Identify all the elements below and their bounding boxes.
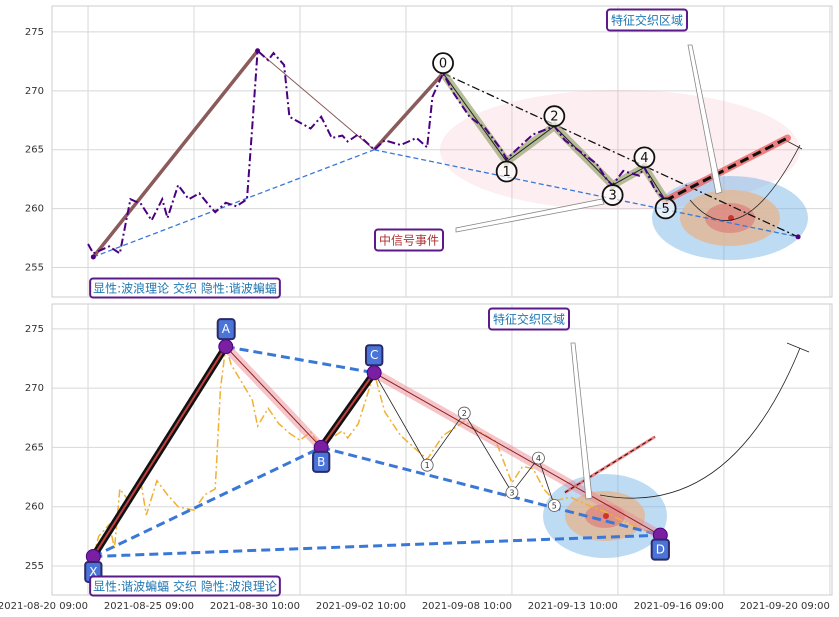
wave-label: 2 xyxy=(550,110,558,125)
zone-center xyxy=(603,513,609,519)
wave-label: 4 xyxy=(640,151,648,166)
sub-wave-label: 3 xyxy=(509,488,514,497)
sub-wave-marker xyxy=(532,451,545,465)
x-tick-label: 2021-09-13 10:00 xyxy=(528,601,618,612)
wave-marker xyxy=(432,52,454,75)
y-tick-label: 265 xyxy=(25,145,44,156)
callout-arrow xyxy=(570,342,593,500)
annotation-box xyxy=(487,307,571,331)
sub-wave-marker xyxy=(505,486,519,499)
x-tick-label: 2021-08-25 09:00 xyxy=(104,601,194,612)
sub-wave-marker xyxy=(547,499,561,512)
y-tick-label: 260 xyxy=(25,502,44,513)
pattern-leg xyxy=(373,372,661,536)
wave-marker xyxy=(601,184,624,206)
panel-label: 显性:波浪理论 交织 隐性:谐波蝙蝠 xyxy=(93,281,277,296)
pattern-label-box xyxy=(216,318,236,341)
bottom-panel xyxy=(51,303,833,596)
callout-arrow xyxy=(687,44,723,195)
sub-wave-line xyxy=(373,372,555,506)
pattern-label: C xyxy=(370,348,378,362)
x-tick-label: 2021-09-16 09:00 xyxy=(634,601,724,612)
x-tick-label: 2021-08-20 09:00 xyxy=(0,601,88,612)
pattern-label: D xyxy=(656,543,665,557)
wave-marker xyxy=(495,160,518,183)
y-tick-label: 260 xyxy=(25,204,44,215)
signal-line xyxy=(564,436,656,493)
top-panel xyxy=(51,5,833,298)
support-line xyxy=(374,149,799,238)
y-tick-label: 270 xyxy=(25,383,44,394)
pattern-leg xyxy=(92,346,227,558)
pattern-label: A xyxy=(222,322,231,336)
pattern-leg xyxy=(225,345,375,375)
sub-wave-marker xyxy=(420,458,434,472)
sub-wave-label: 1 xyxy=(425,461,430,470)
pattern-leg xyxy=(92,446,322,558)
trend-line xyxy=(257,50,375,151)
callout-arrow xyxy=(455,198,605,233)
x-tick-label: 2021-08-30 10:00 xyxy=(210,601,300,612)
pattern-leg xyxy=(225,346,322,448)
arc xyxy=(599,347,801,499)
y-tick-label: 270 xyxy=(25,86,44,97)
annotation-box xyxy=(373,228,445,252)
wave-label: 5 xyxy=(661,202,669,217)
y-tick-label: 275 xyxy=(25,324,44,335)
trend-line xyxy=(91,49,259,259)
x-tick-label: 2021-09-08 10:00 xyxy=(422,601,512,612)
pattern-label-box xyxy=(312,450,331,473)
sub-wave-label: 4 xyxy=(536,454,541,463)
annotation: 中信号事件 xyxy=(379,233,439,248)
annotation-box xyxy=(605,8,689,32)
price-line xyxy=(87,48,667,256)
end-point xyxy=(255,48,261,54)
end-point xyxy=(90,254,96,260)
end-point xyxy=(795,234,801,240)
label-box xyxy=(89,575,281,597)
channel-line xyxy=(442,72,799,238)
support-line xyxy=(93,149,375,258)
y-tick-label: 275 xyxy=(25,27,44,38)
pattern-leg xyxy=(93,533,661,558)
annotation: 特征交织区域 xyxy=(493,312,565,327)
pattern-leg xyxy=(320,445,661,537)
wave-marker xyxy=(633,146,656,169)
pattern-label: X xyxy=(89,565,97,579)
y-tick-label: 265 xyxy=(25,442,44,453)
arc xyxy=(689,144,801,221)
label-box xyxy=(89,277,281,299)
trend-line xyxy=(372,71,445,151)
pattern-leg xyxy=(320,372,375,449)
pattern-label: B xyxy=(317,455,325,469)
sub-wave-label: 2 xyxy=(462,409,467,418)
sub-wave-label: 5 xyxy=(552,502,557,511)
wave-label: 1 xyxy=(503,165,511,180)
signal-line xyxy=(664,136,789,202)
pattern-label-box xyxy=(650,538,670,561)
wave-marker xyxy=(543,105,566,128)
annotation: 特征交织区域 xyxy=(611,13,683,28)
wave-label: 3 xyxy=(608,189,616,204)
wave-label: 0 xyxy=(439,57,447,72)
y-tick-label: 255 xyxy=(25,263,44,274)
x-tick-label: 2021-09-20 09:00 xyxy=(740,601,830,612)
sub-wave-marker xyxy=(457,406,471,420)
pattern-point xyxy=(218,339,234,355)
pattern-point xyxy=(366,365,382,381)
wave-marker xyxy=(654,197,677,220)
x-tick-label: 2021-09-02 10:00 xyxy=(316,601,406,612)
panel-label: 显性:谐波蝙蝠 交织 隐性:波浪理论 xyxy=(93,579,277,594)
y-tick-label: 255 xyxy=(25,561,44,572)
pattern-label-box xyxy=(364,344,384,367)
arc-tick xyxy=(786,342,810,353)
